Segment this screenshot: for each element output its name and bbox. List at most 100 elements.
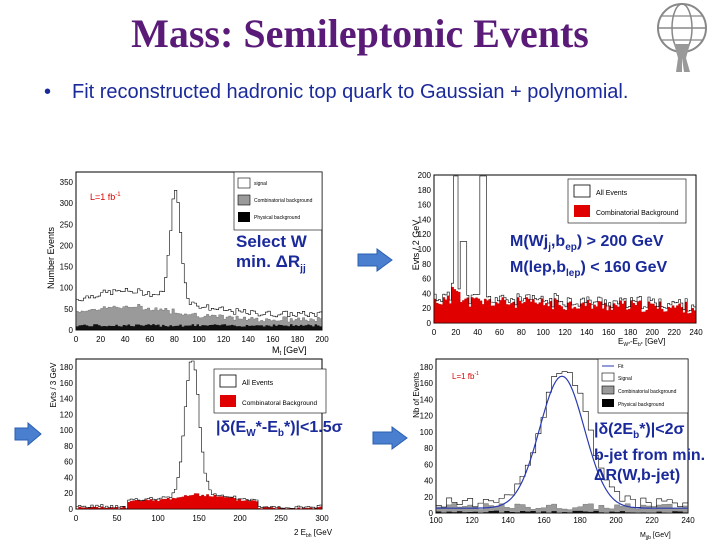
bl-annotation: |δ(EW*-Eb*)|<1.5σ <box>216 419 343 440</box>
tr-ylabel: Evts / 2 GeV <box>411 220 421 271</box>
tick-label: 140 <box>418 215 432 224</box>
tick-label: 220 <box>667 328 681 337</box>
tick-label: 160 <box>602 328 616 337</box>
tick-label: 180 <box>573 516 587 525</box>
tick-label: 140 <box>242 335 256 344</box>
tr-annotation-line1: M(Wjj,bep) > 200 GeV <box>510 233 664 254</box>
tick-label: 0 <box>74 335 79 344</box>
tr-annotation: M(Wjj,bep) > 200 GeV M(lep,blep) < 160 G… <box>510 232 667 284</box>
slide-title: Mass: Semileptonic Events <box>131 11 589 56</box>
tick-label: 20 <box>96 335 105 344</box>
tick-label: 200 <box>418 171 432 180</box>
tl-phys-hist <box>76 324 322 330</box>
tick-label: 240 <box>689 328 703 337</box>
br-xlabel: Mjjb [GeV] <box>640 532 671 540</box>
tick-label: 0 <box>69 326 74 335</box>
br-annotation-line2: b-jet from min. <box>594 447 706 465</box>
tick-label: 100 <box>429 516 443 525</box>
tick-label: 20 <box>451 328 460 337</box>
tick-label: 80 <box>64 442 73 451</box>
tick-label: 150 <box>60 263 74 272</box>
tick-label: 200 <box>646 328 660 337</box>
tick-label: 150 <box>192 514 206 523</box>
br-annotation-line3: ΔR(W,b-jet) <box>594 467 681 485</box>
br-legend-phys: Physical background <box>618 402 664 408</box>
tick-label: 140 <box>60 395 74 404</box>
tick-label: 240 <box>681 516 695 525</box>
tick-label: 180 <box>60 363 74 372</box>
bl-legend-comb: Combinatoral Background <box>242 400 318 407</box>
tick-label: 20 <box>64 489 73 498</box>
tick-label: 60 <box>495 328 504 337</box>
br-signal-hist <box>435 371 689 514</box>
br-ylabel: Nb of Events <box>412 372 421 418</box>
tl-annotation-line1: Select W <box>236 232 307 251</box>
top-left-plot: Number Events 0 50 100 150 200 250 300 350 0 20 4… <box>46 171 329 357</box>
tick-label: 40 <box>424 477 433 486</box>
tl-legend-signal: signal <box>254 181 267 187</box>
tick-label: 100 <box>151 514 165 523</box>
panel-bottom-left: Evts / 3 GeV 0 20 40 60 80 100 120 140 160 180 0 5… <box>42 355 334 540</box>
tl-xlabel: Mt [GeV] <box>272 345 307 357</box>
tick-label: 200 <box>233 514 247 523</box>
tick-label: 120 <box>60 410 74 419</box>
tick-label: 300 <box>315 514 329 523</box>
tick-label: 0 <box>432 328 437 337</box>
panel-top-right: Evts / 2 GeV 0 20 40 60 80 100 120 140 160 180 200… <box>408 165 704 350</box>
tr-comb-hist <box>433 286 697 324</box>
tick-label: 120 <box>465 516 479 525</box>
br-legend-fit: Fit <box>618 364 624 370</box>
tick-label: 40 <box>422 289 431 298</box>
right-arrow-icon <box>357 248 393 272</box>
tr-legend: All Events Combinatorial Background <box>567 178 687 224</box>
tick-label: 100 <box>192 335 206 344</box>
br-annotation: |δ(2Eb*)|<2σ b-jet from min. ΔR(W,b-jet) <box>594 420 705 486</box>
tick-label: 60 <box>145 335 154 344</box>
right-arrow-icon <box>14 422 42 446</box>
bottom-left-plot: Evts / 3 GeV 0 20 40 60 80 100 120 140 160 180 0 5… <box>49 358 334 539</box>
bl-all-hist <box>75 360 323 510</box>
panel-bottom-right: Nb of Events 0 20 40 60 80 100 120 140 160 180 10… <box>408 355 704 541</box>
tick-label: 250 <box>60 220 74 229</box>
tick-label: 250 <box>274 514 288 523</box>
tick-label: 200 <box>609 516 623 525</box>
right-arrow-icon <box>372 426 408 450</box>
tick-label: 60 <box>422 275 431 284</box>
tick-label: 160 <box>420 379 434 388</box>
tick-label: 120 <box>558 328 572 337</box>
tr-all-hist <box>433 175 697 324</box>
tick-label: 220 <box>645 516 659 525</box>
tl-signal-hist <box>75 189 323 331</box>
tick-label: 60 <box>424 460 433 469</box>
tick-label: 0 <box>74 514 79 523</box>
tick-label: 180 <box>291 335 305 344</box>
tick-label: 80 <box>517 328 526 337</box>
bullet-dot: • <box>44 81 52 103</box>
tick-label: 160 <box>60 379 74 388</box>
tick-label: 60 <box>64 458 73 467</box>
tick-label: 180 <box>624 328 638 337</box>
tr-annotation-line2: M(lep,blep) < 160 GeV <box>510 259 668 280</box>
tick-label: 140 <box>420 395 434 404</box>
tick-label: 20 <box>422 304 431 313</box>
tl-lumi: L=1 fb-1 <box>90 192 121 202</box>
tick-label: 100 <box>418 245 432 254</box>
tick-label: 20 <box>424 493 433 502</box>
tr-legend-comb: Combinatorial Background <box>596 210 679 217</box>
tick-label: 180 <box>418 186 432 195</box>
tick-label: 0 <box>427 319 432 328</box>
tl-annotation: Select W min. ΔRjj <box>236 232 307 279</box>
top-right-plot: Evts / 2 GeV 020406080100120140160180200… <box>411 171 703 348</box>
tl-comb-hist <box>75 304 323 331</box>
tick-label: 100 <box>536 328 550 337</box>
tick-label: 140 <box>580 328 594 337</box>
tick-label: 140 <box>501 516 515 525</box>
tick-label: 300 <box>60 199 74 208</box>
tl-legend-comb: Combinatorial background <box>254 198 313 204</box>
tick-label: 200 <box>60 241 74 250</box>
bl-legend: All Events Combinatoral Background <box>213 368 327 414</box>
tick-label: 120 <box>420 412 434 421</box>
tick-label: 120 <box>217 335 231 344</box>
tick-label: 100 <box>60 284 74 293</box>
tick-label: 80 <box>170 335 179 344</box>
